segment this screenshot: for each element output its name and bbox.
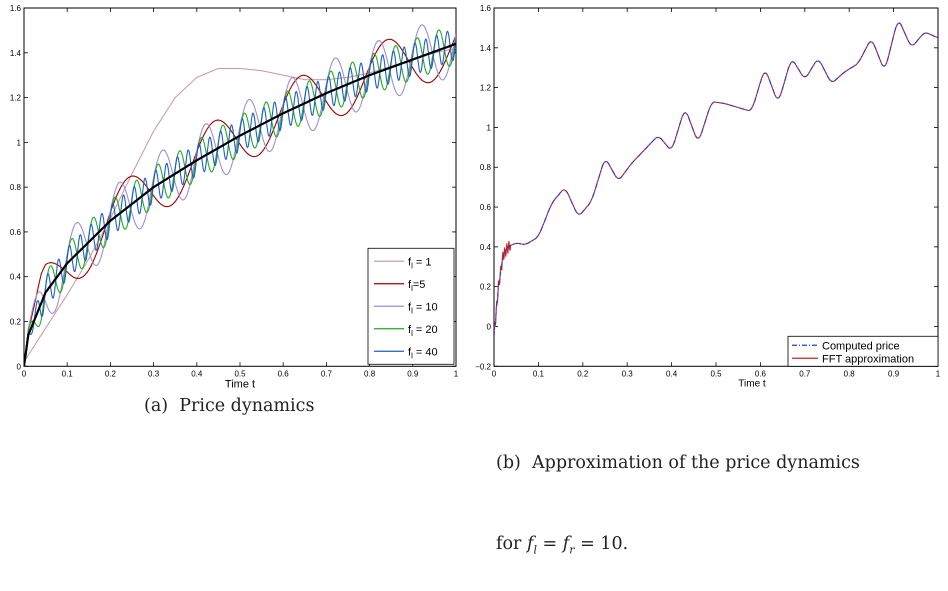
caption-b-line1: (b) Approximation of the price dynamics bbox=[496, 453, 860, 473]
chart-b-xtick-label: 0.5 bbox=[710, 369, 722, 378]
chart-b-xtick-label: 0.6 bbox=[755, 369, 767, 378]
chart-b: 0 0.1 0.2 0.3 0.4 0.5 0.6 0.7 0.8 0.9 1−0.200.20.4… bbox=[475, 4, 941, 389]
chart-a-xtick-label: 1 bbox=[454, 369, 459, 378]
chart-a-ytick-label: 1.2 bbox=[10, 94, 22, 103]
chart-b-ytick-label: 1.2 bbox=[480, 84, 492, 93]
chart-a-ytick-label: 0.2 bbox=[10, 317, 22, 326]
chart-a-legend-label: fl = 1 bbox=[408, 256, 432, 270]
chart-a-xtick-label: 0.8 bbox=[364, 369, 376, 378]
chart-b-ytick-label: 0.2 bbox=[480, 283, 492, 292]
chart-b-xtick-label: 0.3 bbox=[622, 369, 634, 378]
caption-b: (b) Approximation of the price dynamics … bbox=[496, 396, 860, 591]
chart-a-xtick-label: 0.2 bbox=[105, 369, 117, 378]
figure: 0 0.1 0.2 0.3 0.4 0.5 0.6 0.7 0.8 0.9 1 0 0.2 0.4 0.6 0… bbox=[10, 4, 941, 390]
chart-b-xtick-label: 0.2 bbox=[577, 369, 589, 378]
chart-a-xtick-label: 0.3 bbox=[148, 369, 160, 378]
chart-b-xtick-label: 0.4 bbox=[666, 369, 678, 378]
chart-b-xlabel: Time t bbox=[738, 378, 766, 389]
chart-a-legend: fl = 1 fl=5 fl = 10 fl = 20 fl = 40 bbox=[367, 247, 455, 365]
chart-a-legend-label: fl = 10 bbox=[408, 301, 438, 315]
chart-a-xtick-label: 0.5 bbox=[234, 369, 246, 378]
chart-a-ytick-label: 1 bbox=[17, 138, 22, 147]
chart-b-xtick-label: 0.9 bbox=[888, 369, 900, 378]
chart-b-xtick-label: 1 bbox=[936, 369, 941, 378]
chart-b-ytick-label: 1.4 bbox=[480, 44, 492, 53]
chart-a-series-line bbox=[24, 34, 456, 367]
chart-a-ytick-label: 0 bbox=[17, 362, 22, 371]
chart-a-ytick-label: 0.8 bbox=[10, 183, 22, 192]
chart-a-trend-line bbox=[24, 42, 456, 367]
chart-b-ytick-label: 0.8 bbox=[480, 163, 492, 172]
chart-b-xtick-label: 0 bbox=[492, 369, 497, 378]
chart-b-ytick-label: −0.2 bbox=[475, 362, 491, 371]
chart-a-xtick-label: 0.9 bbox=[407, 369, 419, 378]
chart-a-ytick-label: 1.6 bbox=[10, 4, 22, 13]
chart-a-legend-label: fl = 40 bbox=[408, 346, 438, 360]
chart-a-xlabel: Time t bbox=[225, 378, 255, 390]
chart-b-xtick-label: 0.1 bbox=[533, 369, 545, 378]
chart-a-xtick-label: 0.4 bbox=[191, 369, 203, 378]
chart-b-ytick-label: 1.6 bbox=[480, 4, 492, 13]
chart-b-legend-label: Computed price bbox=[822, 340, 900, 352]
chart-b-ytick-label: 0.4 bbox=[480, 243, 492, 252]
chart-a-xtick-label: 0.6 bbox=[278, 369, 290, 378]
chart-a-legend-label: fl=5 bbox=[408, 279, 425, 293]
chart-a-xtick-label: 0 bbox=[22, 369, 27, 378]
chart-b-ytick-label: 0 bbox=[487, 322, 492, 331]
chart-b-computed-line bbox=[494, 22, 938, 337]
chart-a-series-line bbox=[24, 30, 456, 367]
chart-a: 0 0.1 0.2 0.3 0.4 0.5 0.6 0.7 0.8 0.9 1 0 0.2 0.4 0.6 0… bbox=[10, 4, 459, 390]
chart-a-ytick-label: 0.4 bbox=[10, 273, 22, 282]
chart-b-xtick-label: 0.7 bbox=[799, 369, 811, 378]
chart-b-plot-area bbox=[493, 7, 939, 367]
chart-a-ytick-label: 0.6 bbox=[10, 228, 22, 237]
chart-b-xtick-label: 0.8 bbox=[844, 369, 856, 378]
caption-a: (a) Price dynamics bbox=[144, 396, 315, 416]
chart-a-xtick-label: 0.7 bbox=[321, 369, 333, 378]
chart-a-legend-label: fl = 20 bbox=[408, 324, 438, 338]
chart-b-ytick-label: 1 bbox=[487, 123, 492, 132]
chart-a-xtick-label: 0.1 bbox=[62, 369, 74, 378]
chart-a-series-line bbox=[24, 47, 456, 363]
chart-a-ytick-label: 1.4 bbox=[10, 49, 22, 58]
chart-b-ytick-label: 0.6 bbox=[480, 203, 492, 212]
caption-b-line2: for fl = fr = 10. bbox=[496, 534, 629, 557]
chart-b-legend-label: FFT approximation bbox=[822, 353, 914, 365]
